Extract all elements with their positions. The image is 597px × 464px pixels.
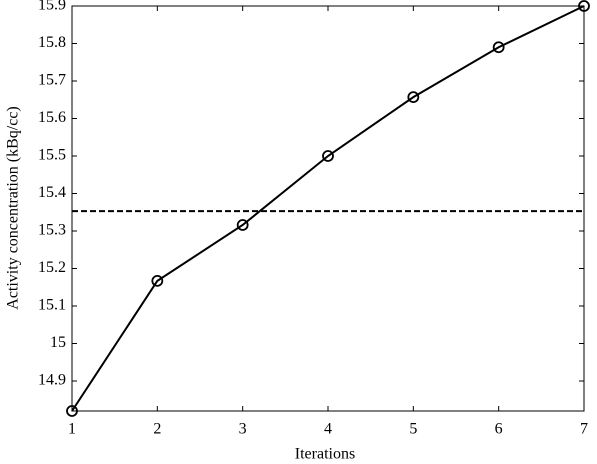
- y-axis-label: Activity concentration (kBq/cc): [5, 106, 22, 309]
- y-tick-label: 15.7: [38, 72, 66, 89]
- y-tick-label: 14.9: [38, 372, 66, 389]
- y-tick-label: 15.3: [38, 222, 66, 239]
- x-tick-label: 2: [153, 421, 161, 438]
- y-tick-label: 15.6: [38, 109, 66, 126]
- y-tick-label: 15.8: [38, 34, 66, 51]
- y-tick-label: 15: [50, 334, 66, 351]
- x-tick-label: 1: [68, 421, 76, 438]
- point-marker: [322, 150, 334, 162]
- y-tick-label: 15.1: [38, 297, 66, 314]
- series-line: [71, 5, 585, 412]
- plot-frame: [71, 5, 585, 412]
- point-marker: [578, 0, 590, 12]
- y-tick-label: 15.9: [38, 0, 66, 14]
- x-tick-label: 5: [409, 421, 417, 438]
- x-tick-label: 4: [324, 421, 332, 438]
- point-marker: [407, 91, 420, 104]
- y-tick-label: 15.4: [38, 184, 66, 201]
- x-tick-label: 7: [580, 421, 588, 438]
- y-tick-label: 15.2: [38, 259, 66, 276]
- point-marker: [492, 41, 505, 54]
- point-marker: [66, 405, 78, 417]
- point-marker: [236, 219, 249, 231]
- x-tick-label: 6: [495, 421, 503, 438]
- x-axis-label: Iterations: [295, 446, 355, 463]
- x-tick-label: 3: [239, 421, 247, 438]
- point-marker: [151, 274, 164, 287]
- y-tick-label: 15.5: [38, 147, 66, 164]
